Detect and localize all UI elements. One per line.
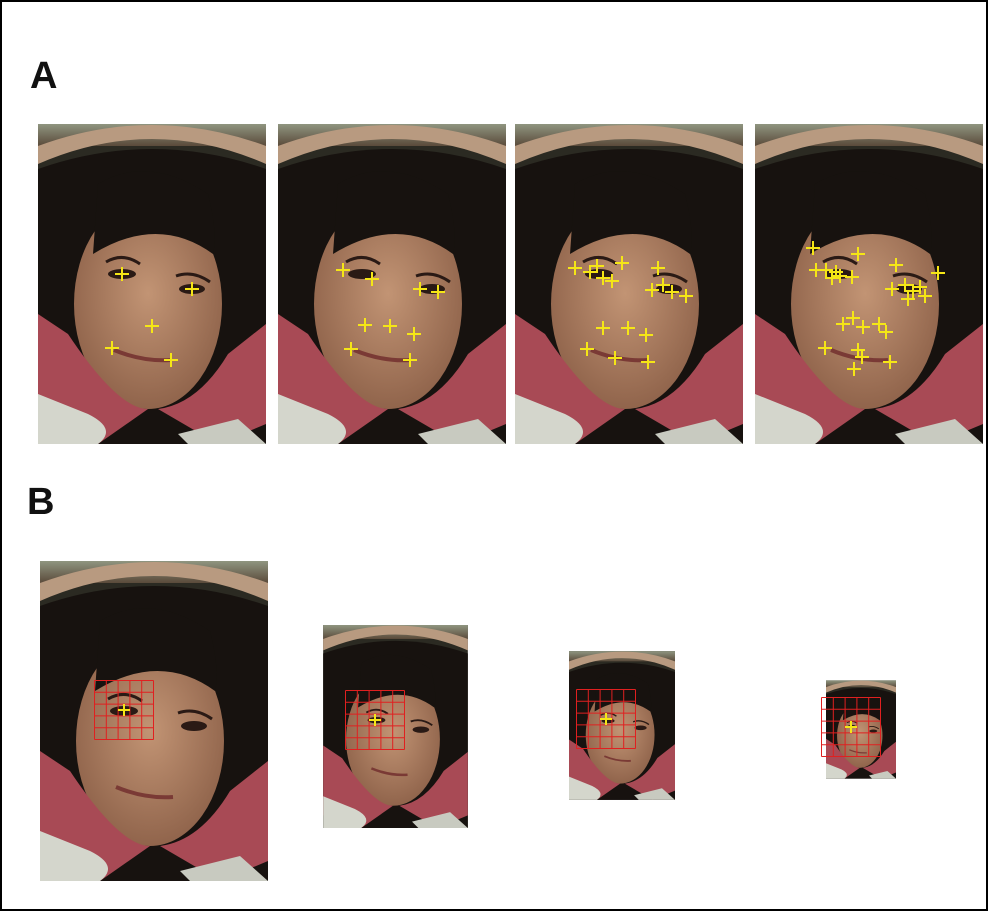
landmark (105, 341, 119, 355)
landmark (847, 362, 861, 376)
landmark (590, 259, 604, 273)
landmark (403, 353, 417, 367)
landmark (918, 289, 932, 303)
landmark (383, 319, 397, 333)
landmark (665, 285, 679, 299)
landmark (115, 267, 129, 281)
landmark (185, 282, 199, 296)
landmark (621, 321, 635, 335)
landmark (568, 261, 582, 275)
landmark (145, 319, 159, 333)
landmark (656, 278, 670, 292)
landmark (856, 320, 870, 334)
photo (323, 625, 468, 828)
landmark (901, 292, 915, 306)
landmark (833, 269, 847, 283)
landmark (818, 341, 832, 355)
landmark (369, 714, 381, 726)
landmark (879, 325, 893, 339)
photo (569, 651, 675, 800)
landmark (639, 328, 653, 342)
landmark (583, 265, 597, 279)
landmark (596, 271, 610, 285)
landmark (819, 263, 833, 277)
landmark (641, 355, 655, 369)
photo (38, 124, 266, 444)
landmark (596, 321, 610, 335)
landmark (336, 263, 350, 277)
landmark (118, 704, 130, 716)
landmark (825, 271, 839, 285)
photo (515, 124, 743, 444)
landmark (365, 272, 379, 286)
landmark (580, 342, 594, 356)
landmark (605, 274, 619, 288)
landmark (679, 289, 693, 303)
panel-label: A (30, 55, 57, 97)
landmark (407, 327, 421, 341)
photo (755, 124, 983, 444)
landmark (600, 713, 612, 725)
landmark (898, 278, 912, 292)
landmark (344, 342, 358, 356)
landmark (615, 256, 629, 270)
landmark (872, 317, 886, 331)
landmark (889, 258, 903, 272)
panel-label: B (27, 481, 54, 523)
landmark (413, 282, 427, 296)
landmark (885, 282, 899, 296)
photo (278, 124, 506, 444)
landmark (855, 350, 869, 364)
landmark (806, 241, 820, 255)
landmark (645, 283, 659, 297)
landmark (851, 247, 865, 261)
landmark (931, 266, 945, 280)
landmark (913, 280, 927, 294)
landmark (358, 318, 372, 332)
landmark (845, 721, 857, 733)
landmark (883, 355, 897, 369)
landmark (846, 311, 860, 325)
photo (826, 680, 896, 779)
landmark (608, 351, 622, 365)
landmark (836, 317, 850, 331)
landmark (431, 285, 445, 299)
landmark (845, 270, 859, 284)
landmark (164, 353, 178, 367)
landmark (651, 261, 665, 275)
